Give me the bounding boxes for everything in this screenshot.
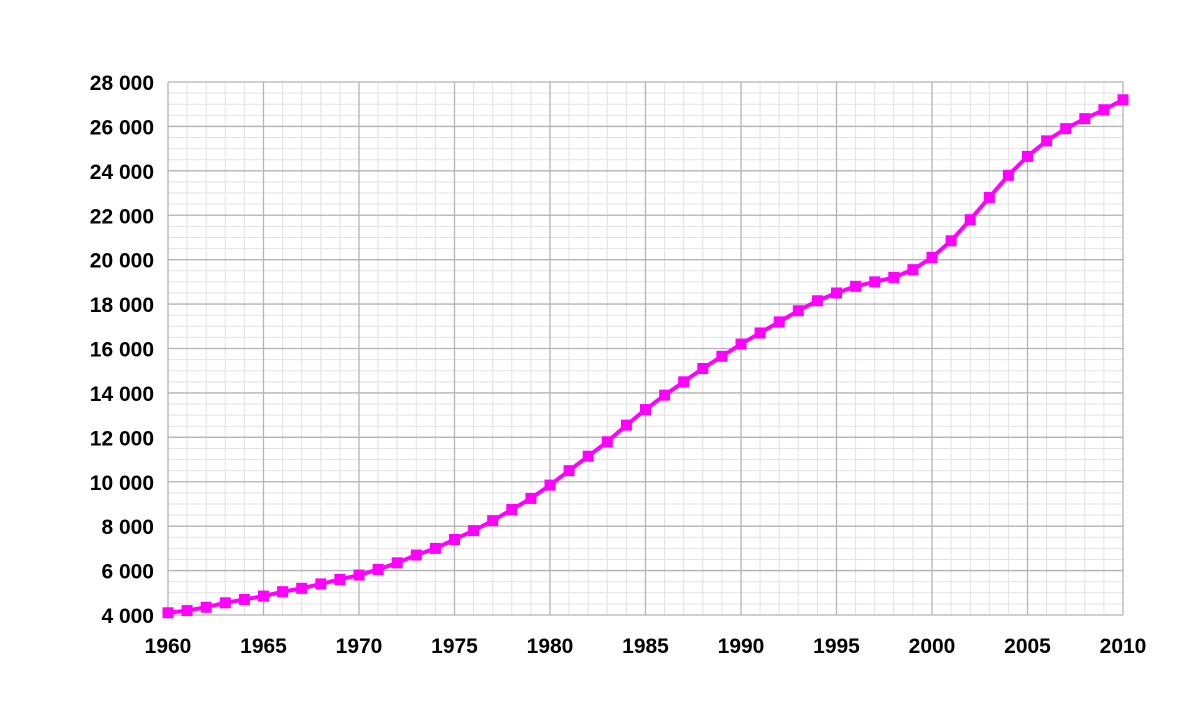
- data-point-marker: [716, 350, 728, 362]
- y-tick-label: 6 000: [101, 561, 154, 584]
- data-point-marker: [238, 593, 250, 605]
- data-point-marker: [945, 235, 957, 247]
- data-point-marker: [315, 578, 327, 590]
- data-point-marker: [1098, 104, 1110, 116]
- data-point-marker: [277, 586, 289, 598]
- data-point-marker: [907, 264, 919, 276]
- data-point-marker: [563, 465, 575, 477]
- x-tick-label: 2005: [1004, 635, 1051, 658]
- data-point-marker: [1002, 169, 1014, 181]
- y-tick-label: 18 000: [90, 294, 154, 317]
- data-point-marker: [888, 271, 900, 283]
- data-point-marker: [601, 436, 613, 448]
- data-point-marker: [544, 479, 556, 491]
- data-point-marker: [735, 338, 747, 350]
- x-tick-label: 1995: [813, 635, 860, 658]
- data-point-marker: [926, 251, 938, 263]
- data-point-marker: [964, 214, 976, 226]
- x-tick-label: 1990: [718, 635, 765, 658]
- x-tick-label: 1965: [240, 635, 287, 658]
- data-point-marker: [1060, 123, 1072, 135]
- data-point-marker: [983, 191, 995, 203]
- data-point-marker: [487, 515, 499, 527]
- y-tick-label: 22 000: [90, 205, 154, 228]
- y-tick-label: 12 000: [90, 427, 154, 450]
- y-tick-label: 20 000: [90, 250, 154, 273]
- x-tick-label: 1980: [527, 635, 574, 658]
- y-tick-label: 8 000: [101, 516, 154, 539]
- x-tick-label: 1960: [145, 635, 192, 658]
- y-tick-label: 28 000: [90, 72, 154, 95]
- data-point-marker: [850, 280, 862, 292]
- data-point-marker: [582, 450, 594, 462]
- data-point-marker: [640, 404, 651, 416]
- y-tick-label: 4 000: [101, 605, 154, 628]
- y-tick-label: 10 000: [90, 472, 154, 495]
- y-tick-label: 24 000: [90, 161, 154, 184]
- data-point-marker: [391, 557, 403, 569]
- data-point-marker: [468, 525, 480, 537]
- x-tick-label: 1970: [336, 635, 383, 658]
- x-tick-label: 2000: [909, 635, 956, 658]
- data-point-marker: [353, 569, 365, 581]
- data-point-marker: [181, 605, 193, 617]
- data-point-marker: [754, 327, 766, 339]
- x-tick-label: 1985: [622, 635, 669, 658]
- data-point-marker: [869, 276, 881, 288]
- y-tick-label: 14 000: [90, 383, 154, 406]
- y-axis-tick-labels: 4 000 6 000 8 000 10 000 12 000 14 000 16 000 1…: [90, 72, 154, 628]
- data-point-marker: [334, 573, 346, 585]
- data-point-marker: [697, 362, 709, 374]
- data-point-marker: [1079, 113, 1091, 125]
- data-point-marker: [1022, 150, 1033, 162]
- data-point-marker: [659, 389, 671, 401]
- data-point-marker: [410, 549, 422, 561]
- data-point-marker: [296, 582, 308, 594]
- data-point-marker: [678, 376, 690, 388]
- series-layer: [162, 94, 1129, 619]
- data-point-marker: [792, 305, 804, 317]
- data-point-marker: [372, 563, 384, 575]
- data-point-marker: [429, 542, 441, 554]
- x-axis-tick-labels: 1960 1965 1970 1975 1980 1985 1990 1995 2000 2005…: [145, 635, 1147, 658]
- data-point-marker: [620, 419, 632, 431]
- y-tick-label: 26 000: [90, 116, 154, 139]
- data-point-marker: [773, 316, 785, 328]
- data-point-marker: [525, 492, 537, 504]
- x-tick-label: 1975: [431, 635, 478, 658]
- data-point-marker: [1041, 135, 1053, 147]
- data-point-marker: [219, 597, 231, 609]
- data-point-marker: [506, 504, 518, 516]
- x-tick-label: 2010: [1100, 635, 1147, 658]
- data-point-marker: [449, 533, 460, 545]
- data-point-marker: [831, 287, 842, 299]
- y-tick-label: 16 000: [90, 339, 154, 362]
- data-point-marker: [258, 590, 269, 602]
- data-point-marker: [162, 607, 174, 619]
- data-point-marker: [811, 295, 823, 307]
- data-point-marker: [200, 601, 212, 613]
- data-point-marker: [1117, 94, 1129, 106]
